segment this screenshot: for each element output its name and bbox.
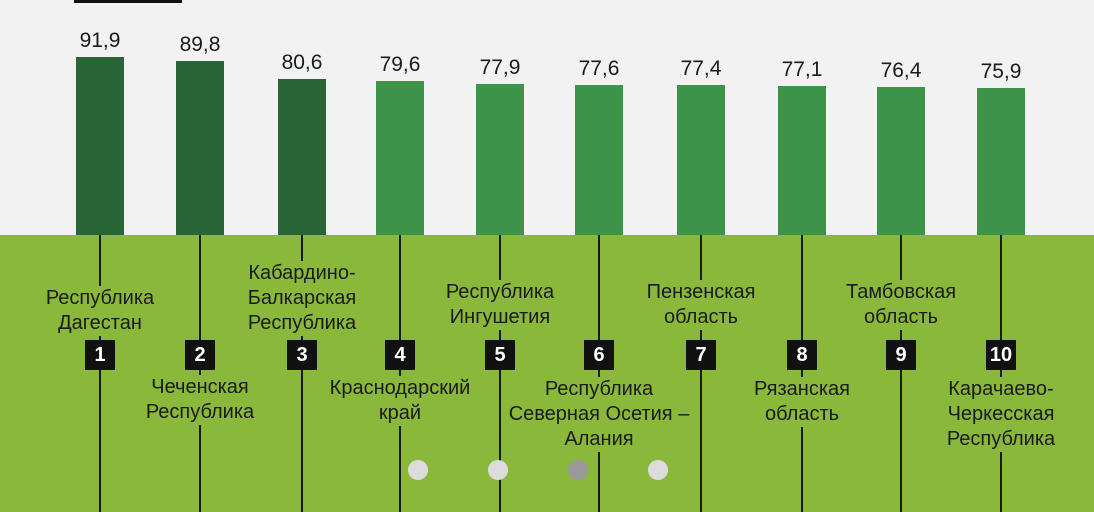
bar-value-label: 80,6 [281, 50, 323, 74]
bar [278, 78, 326, 235]
rank-badge: 5 [485, 340, 515, 370]
region-name: Республика Северная Осетия – Алания [504, 377, 694, 452]
rank-badge: 7 [686, 340, 716, 370]
bar-value-label: 75,9 [980, 60, 1022, 83]
region-name: Тамбовская область [806, 280, 996, 330]
region-name: Краснодарский край [305, 376, 495, 426]
leader-line [199, 235, 201, 512]
region-name: Республика Ингушетия [405, 280, 595, 330]
region-name: Чеченская Республика [105, 375, 295, 425]
bar [877, 87, 925, 235]
leader-line [301, 235, 303, 512]
region-name: Кабардино- Балкарская Республика [207, 261, 397, 336]
bar-value-label: 76,4 [880, 59, 922, 83]
bar-value-label: 77,4 [680, 57, 722, 81]
bar [778, 85, 826, 235]
bar [376, 80, 424, 235]
region-name: Рязанская область [707, 377, 897, 427]
leader-line [1000, 235, 1002, 512]
pagination-dot[interactable] [488, 460, 508, 480]
bar-value-label: 89,8 [179, 33, 221, 57]
leader-line [399, 235, 401, 512]
rank-badge: 4 [385, 340, 415, 370]
region-name: Пензенская область [606, 280, 796, 330]
region-name: Республика Дагестан [5, 286, 195, 336]
leader-line [99, 235, 101, 512]
leader-line [801, 235, 803, 512]
bar [575, 84, 623, 235]
leader-line [700, 235, 702, 512]
bar [76, 57, 124, 235]
leader-line [598, 235, 600, 512]
rank-badge: 6 [584, 340, 614, 370]
header-rule [74, 0, 182, 3]
pagination-dot[interactable] [568, 460, 588, 480]
region-name: Карачаево- Черкесская Республика [906, 377, 1094, 452]
bar [476, 84, 524, 235]
bar-value-label: 91,9 [79, 29, 121, 52]
labels-area [0, 235, 1094, 512]
leader-line [499, 235, 501, 512]
bar-value-label: 77,9 [479, 56, 521, 80]
rank-badge: 10 [986, 340, 1016, 370]
bar-value-label: 77,1 [781, 57, 823, 81]
rank-badge: 3 [287, 340, 317, 370]
rank-badge: 8 [787, 340, 817, 370]
rank-badge: 1 [85, 340, 115, 370]
pagination-dot[interactable] [408, 460, 428, 480]
bar [977, 88, 1025, 235]
bar-value-label: 79,6 [379, 52, 421, 76]
bar [677, 85, 725, 235]
rank-badge: 2 [185, 340, 215, 370]
leader-line [900, 235, 902, 512]
rank-badge: 9 [886, 340, 916, 370]
pagination-dot[interactable] [648, 460, 668, 480]
bar-value-label: 77,6 [578, 56, 620, 80]
bar [176, 61, 224, 235]
